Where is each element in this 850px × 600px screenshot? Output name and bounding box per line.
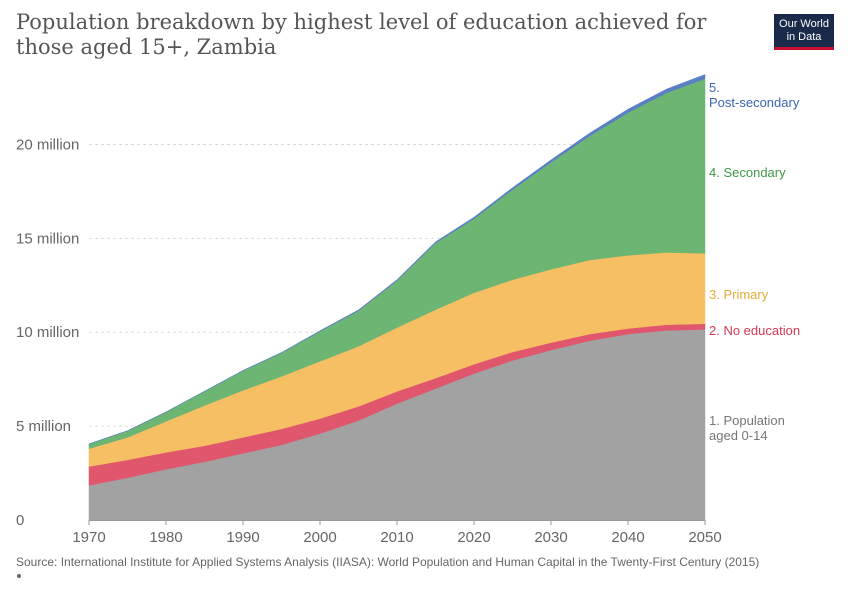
x-tick-label: 2010 xyxy=(380,529,413,546)
y-tick-label: 5 million xyxy=(16,418,71,435)
owid-logo[interactable]: Our World in Data xyxy=(774,14,834,50)
series-label-5: 5. Post-secondary xyxy=(709,80,800,110)
x-tick-label: 1980 xyxy=(149,529,182,546)
series-label-line: 1. Population xyxy=(709,413,785,428)
series-label-4: 4. Secondary xyxy=(709,165,786,180)
y-tick-label: 10 million xyxy=(16,324,79,341)
x-tick-label: 1970 xyxy=(72,529,105,546)
source-note: Source: International Institute for Appl… xyxy=(16,555,760,569)
footnote-dot xyxy=(17,574,21,578)
series-label-1: 1. Population aged 0-14 xyxy=(709,413,785,443)
x-tick-label: 2000 xyxy=(303,529,336,546)
series-label-line: 4. Secondary xyxy=(709,165,786,180)
x-tick-label: 1990 xyxy=(226,529,259,546)
series-label-line: 5. xyxy=(709,80,720,95)
series-label-line: 3. Primary xyxy=(709,287,769,302)
x-tick-label: 2050 xyxy=(688,529,721,546)
series-label-line: Post-secondary xyxy=(709,95,800,110)
y-tick-label: 20 million xyxy=(16,136,79,153)
y-tick-label: 0 xyxy=(16,512,24,529)
area-series-5 xyxy=(88,74,706,445)
series-label-line: 2. No education xyxy=(709,323,800,338)
x-tick-label: 2040 xyxy=(611,529,644,546)
series-label-3: 3. Primary xyxy=(709,287,769,302)
series-label-2: 2. No education xyxy=(709,323,800,338)
series-label-line: aged 0-14 xyxy=(709,428,768,443)
logo-line-1: Our World xyxy=(779,18,829,30)
logo-line-2: in Data xyxy=(786,31,822,43)
x-tick-label: 2020 xyxy=(457,529,490,546)
x-tick-label: 2030 xyxy=(534,529,567,546)
chart-title: Population breakdown by highest level of… xyxy=(16,10,707,59)
y-tick-label: 15 million xyxy=(16,230,79,247)
